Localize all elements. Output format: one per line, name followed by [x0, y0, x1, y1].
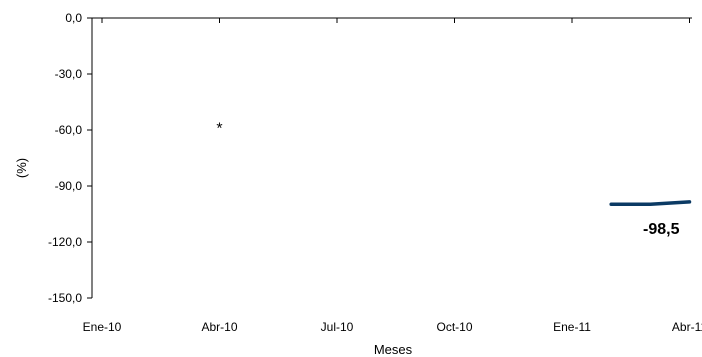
x-tick-label: Abr-10 — [201, 320, 237, 334]
data-label: -98,5 — [643, 221, 680, 238]
x-tick-label: Ene-11 — [553, 320, 591, 334]
series-line — [609, 200, 692, 207]
x-tick-label: Abr-11 — [672, 320, 702, 334]
y-axis-title: (%) — [14, 158, 29, 178]
x-tick-label: Ene-10 — [83, 320, 122, 334]
x-axis-title: Meses — [374, 342, 413, 357]
x-axis: Ene-10 Abr-10 Jul-10 Oct-10 Ene-11 Abr-11 — [83, 17, 702, 334]
y-tick-label: -90,0 — [55, 179, 83, 193]
y-tick-label: -150,0 — [48, 291, 82, 305]
x-tick-label: Jul-10 — [321, 320, 354, 334]
y-tick-label: 0,0 — [65, 11, 82, 25]
y-tick-label: -60,0 — [55, 123, 83, 137]
annotation-asterisk: * — [216, 120, 222, 137]
y-axis: 0,0 -30,0 -60,0 -90,0 -120,0 -150,0 — [48, 11, 93, 305]
y-tick-label: -30,0 — [55, 67, 83, 81]
series-layer — [609, 200, 692, 207]
x-tick-label: Oct-10 — [436, 320, 472, 334]
y-tick-label: -120,0 — [48, 235, 82, 249]
